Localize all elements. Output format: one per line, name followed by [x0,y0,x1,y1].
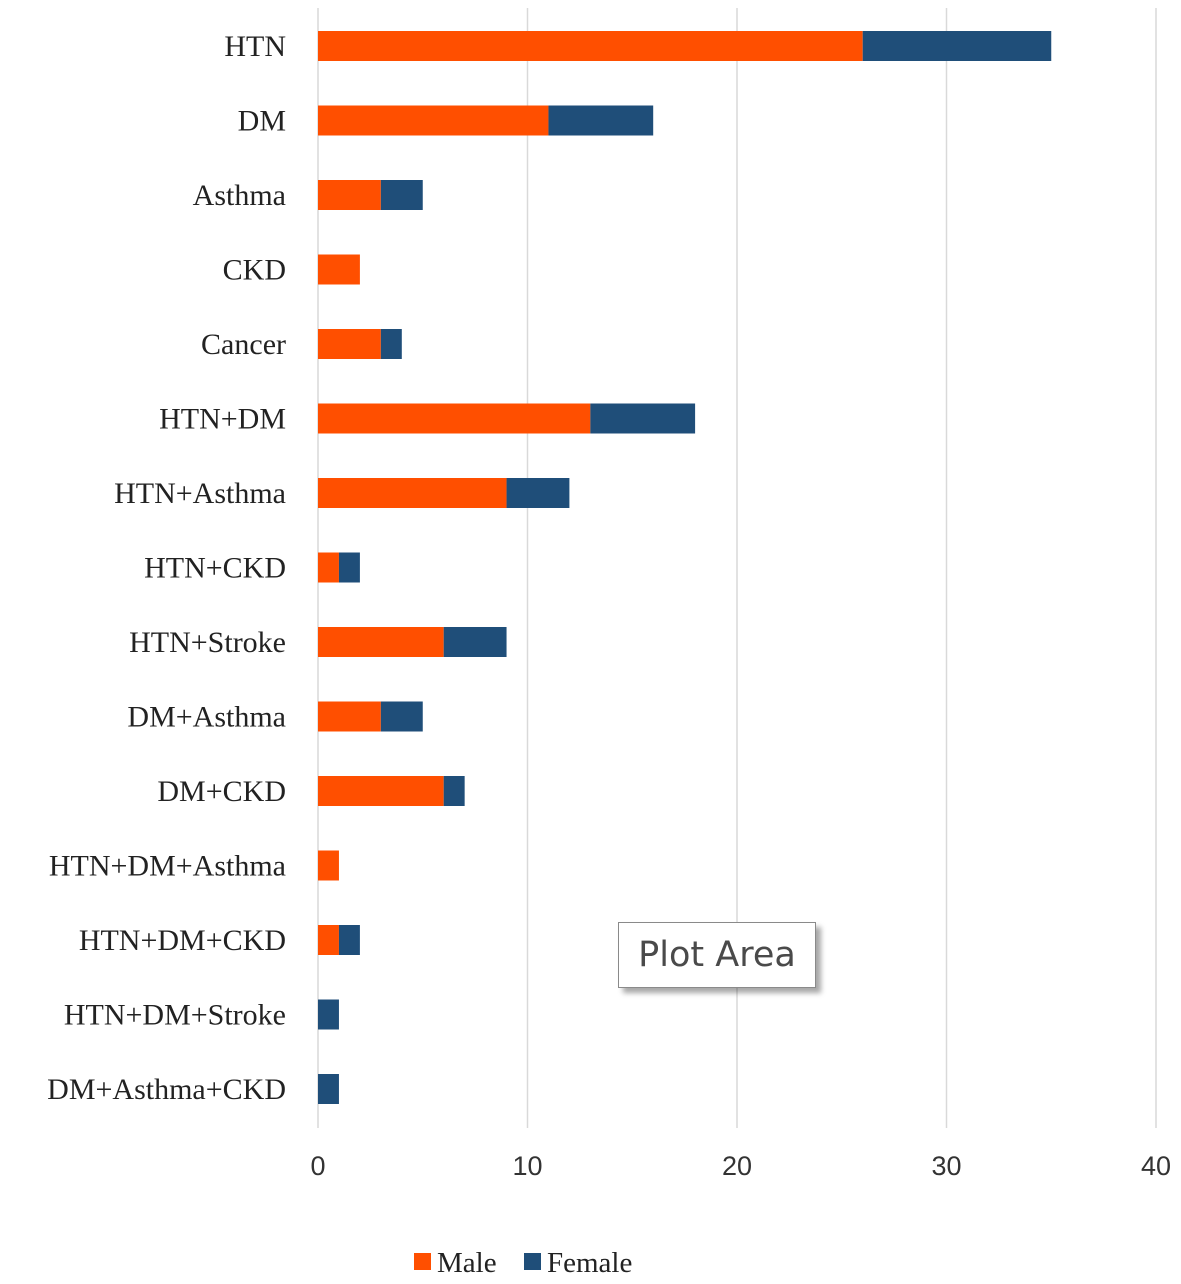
category-label: HTN+DM+Stroke [64,999,286,1032]
bar-female [380,180,423,210]
bar-male [318,552,339,583]
category-label: CKD [223,254,286,287]
legend: Male Female [414,1247,632,1279]
bar-female [318,999,339,1030]
category-label: Asthma [193,179,286,212]
plot-area-tooltip: Plot Area [618,922,816,988]
category-label: HTN+CKD [144,552,286,585]
bar-male [318,850,339,881]
bar-male [318,478,507,508]
x-tick-label: 10 [512,1151,542,1181]
legend-swatch-female [524,1253,541,1270]
x-tick-label: 20 [722,1151,752,1181]
x-tick-labels: 0 10 20 30 40 [310,1151,1171,1181]
bar-female [380,329,402,359]
bar-male [318,403,591,434]
bar-female [338,552,360,583]
bar-male [318,776,444,806]
category-label: DM+Asthma+CKD [47,1073,286,1106]
legend-label-female: Female [547,1247,632,1279]
category-label: DM [238,105,286,138]
bar-male [318,105,549,136]
category-label: HTN+DM+Asthma [49,850,286,883]
bar-male [318,180,381,210]
bar-female [380,701,423,732]
bar-female [318,1074,339,1104]
bars [318,31,1052,1104]
bar-female [590,403,696,434]
bar-male [318,701,381,732]
bar-male [318,925,339,955]
x-tick-label: 40 [1141,1151,1171,1181]
category-label: DM+CKD [157,775,286,808]
bar-male [318,627,444,657]
x-tick-label: 30 [931,1151,961,1181]
category-label: HTN+Asthma [114,477,286,510]
bar-male [318,31,863,61]
bar-female [338,925,360,955]
bar-male [318,254,360,285]
category-label: DM+Asthma [127,701,286,734]
bar-male [318,329,381,359]
category-label: HTN [224,30,286,63]
bar-female [548,105,654,136]
x-tick-label: 0 [310,1151,325,1181]
category-label: HTN+DM+CKD [79,924,286,957]
legend-swatch-male [414,1253,431,1270]
bar-female [443,627,507,657]
category-label: HTN+Stroke [129,626,286,659]
legend-label-male: Male [437,1247,497,1279]
bar-female [862,31,1052,61]
category-label: HTN+DM [159,403,286,436]
category-labels: HTN DM Asthma CKD Cancer HTN+DM HTN+Asthma HTN+… [47,30,286,1106]
bar-female [443,776,465,806]
category-label: Cancer [201,328,286,361]
bar-female [506,478,570,508]
